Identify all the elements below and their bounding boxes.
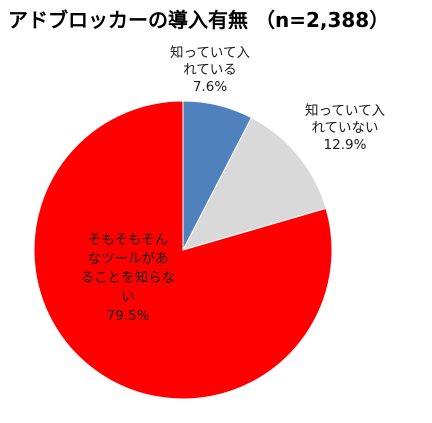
slice-2-category-label: 知っていて入	[305, 102, 385, 119]
slice-1-category-label: れている	[183, 62, 237, 78]
pie-slices	[33, 100, 333, 400]
slice-3-value-label: 79.5%	[107, 308, 150, 324]
slice-3-category-label: なツールがあ	[88, 251, 169, 267]
slice-3-category-label: い	[121, 289, 135, 305]
slice-1-category-label: 知っていて入	[170, 44, 250, 61]
slice-2-value-label: 12.9%	[324, 137, 367, 153]
slice-3-category-label: そもそもそん	[88, 232, 168, 248]
slice-2-category-label: れていない	[311, 120, 378, 136]
slice-3-category-label: ることを知らな	[81, 269, 176, 286]
pie-labels: 知っていて入れている7.6%知っていて入れていない12.9%そもそもそんなツール…	[81, 44, 386, 324]
pie-slice-3	[33, 100, 333, 400]
chart-title: アドブロッカーの導入有無 （n=2,388）	[8, 8, 390, 32]
pie-slice-2	[182, 116, 327, 251]
slice-1-value-label: 7.6%	[193, 79, 227, 95]
